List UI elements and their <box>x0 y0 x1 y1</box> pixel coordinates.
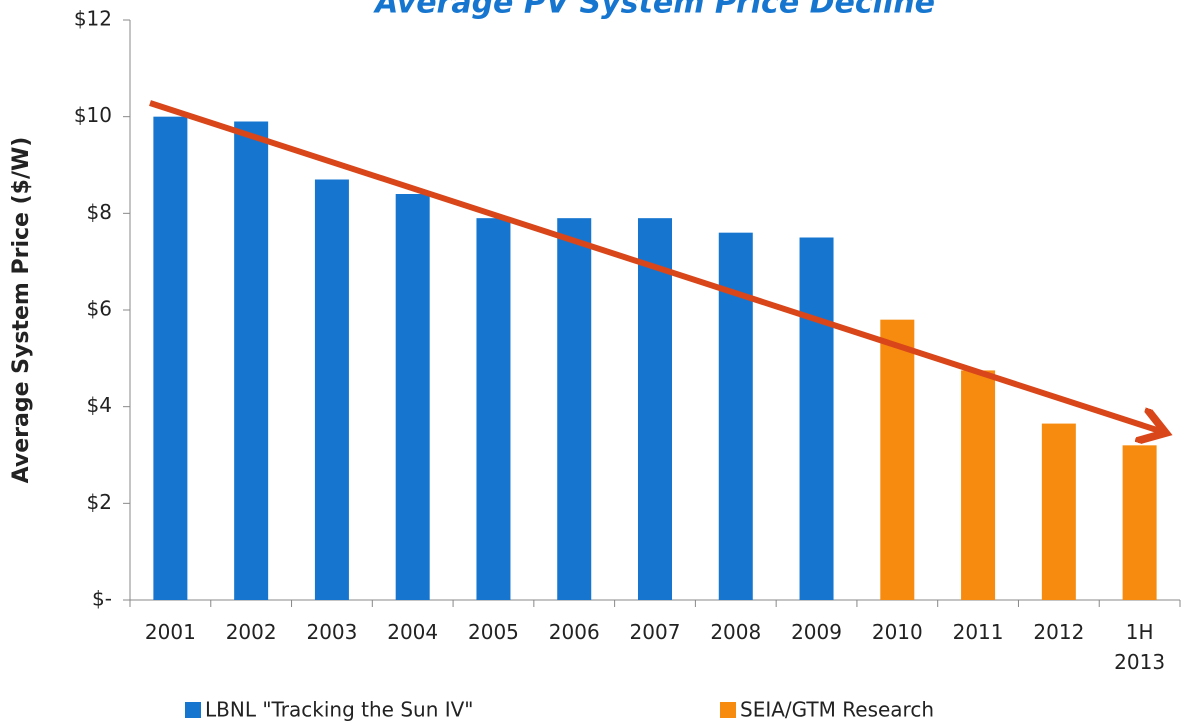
legend-label: LBNL "Tracking the Sun IV" <box>205 698 474 722</box>
x-tick-label: 2004 <box>387 620 439 644</box>
bar <box>1122 445 1157 600</box>
plot: $- $2 $4 $6 $8 $10 $12 LBNL "Tracking the Sun I… <box>74 7 1181 722</box>
x-tick-label: 2006 <box>548 620 600 644</box>
y-axis-label: Average System Price ($/W) <box>9 137 34 484</box>
x-tick-label: 2001 <box>144 620 196 644</box>
x-tick-label: 2009 <box>791 620 842 644</box>
x-tick-label: 1H 2013 <box>1114 620 1166 674</box>
x-tick-label: 2011 <box>952 620 1004 644</box>
y-tick-label: $12 <box>74 7 112 31</box>
x-tick-label: 2005 <box>468 620 519 644</box>
legend-swatch <box>720 702 736 718</box>
x-tick-label: 2002 <box>225 620 277 644</box>
bar <box>1041 423 1076 600</box>
bar <box>395 194 430 600</box>
y-tick-label: $4 <box>87 393 112 417</box>
bar <box>557 218 592 600</box>
bar <box>799 237 834 600</box>
legend-label: SEIA/GTM Research <box>740 698 934 722</box>
x-tick-label: 2010 <box>871 620 923 644</box>
bar <box>314 179 349 600</box>
trend-arrow <box>149 100 1163 432</box>
bar <box>234 121 269 600</box>
x-tick-label: 2007 <box>629 620 681 644</box>
y-tick-label: $10 <box>74 103 112 127</box>
y-tick-label: $- <box>92 587 112 611</box>
x-tick-label: 2003 <box>306 620 358 644</box>
y-tick-label: $2 <box>87 490 112 514</box>
bar <box>638 218 672 600</box>
y-tick-label: $6 <box>87 297 112 321</box>
x-tick-label: 2012 <box>1033 620 1085 644</box>
bar <box>961 370 996 600</box>
y-tick-label: $8 <box>87 200 112 224</box>
bar <box>153 116 188 601</box>
chart-title: Average PV System Price Decline <box>373 0 935 21</box>
legend-swatch <box>185 702 201 718</box>
x-tick-label: 2008 <box>710 620 762 644</box>
bar <box>880 319 915 600</box>
bar <box>476 218 511 600</box>
